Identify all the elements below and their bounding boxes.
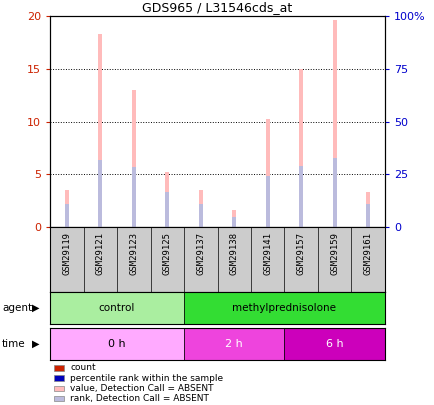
Bar — [332, 158, 336, 227]
Text: count: count — [70, 363, 96, 373]
Text: control: control — [99, 303, 135, 313]
Text: GSM29141: GSM29141 — [263, 232, 272, 275]
Text: 2 h: 2 h — [225, 339, 243, 349]
Text: GSM29137: GSM29137 — [196, 232, 205, 275]
Text: value, Detection Call = ABSENT: value, Detection Call = ABSENT — [70, 384, 214, 393]
Bar — [265, 119, 269, 227]
Bar — [65, 190, 69, 227]
Text: time: time — [2, 339, 26, 349]
Text: ▶: ▶ — [32, 303, 39, 313]
Text: GSM29159: GSM29159 — [329, 232, 339, 275]
Bar — [232, 217, 236, 227]
Title: GDS965 / L31546cds_at: GDS965 / L31546cds_at — [142, 1, 292, 14]
Bar — [98, 34, 102, 227]
Text: GSM29157: GSM29157 — [296, 232, 305, 275]
Text: GSM29138: GSM29138 — [229, 232, 238, 275]
Bar — [365, 192, 369, 227]
Bar — [50, 328, 184, 360]
Text: rank, Detection Call = ABSENT: rank, Detection Call = ABSENT — [70, 394, 209, 403]
Text: 0 h: 0 h — [108, 339, 125, 349]
Text: agent: agent — [2, 303, 32, 313]
Bar — [232, 210, 236, 227]
Text: GSM29125: GSM29125 — [162, 232, 171, 275]
Bar — [365, 204, 369, 227]
Bar — [299, 69, 302, 227]
Text: GSM29119: GSM29119 — [62, 232, 71, 275]
Bar — [184, 328, 284, 360]
Bar — [65, 204, 69, 227]
Bar — [299, 166, 302, 227]
Bar — [198, 204, 202, 227]
Text: methylprednisolone: methylprednisolone — [232, 303, 336, 313]
Bar — [165, 192, 169, 227]
Text: 6 h: 6 h — [325, 339, 343, 349]
Bar — [132, 167, 135, 227]
Text: GSM29161: GSM29161 — [363, 232, 372, 275]
Text: GSM29123: GSM29123 — [129, 232, 138, 275]
Bar — [198, 190, 202, 227]
Bar — [332, 20, 336, 227]
Bar — [132, 90, 135, 227]
Text: ▶: ▶ — [32, 339, 39, 349]
Bar — [165, 172, 169, 227]
Bar — [265, 176, 269, 227]
Text: GSM29121: GSM29121 — [95, 232, 105, 275]
Bar — [50, 292, 184, 324]
Bar — [184, 292, 384, 324]
Bar — [284, 328, 384, 360]
Text: percentile rank within the sample: percentile rank within the sample — [70, 373, 223, 383]
Bar — [98, 160, 102, 227]
